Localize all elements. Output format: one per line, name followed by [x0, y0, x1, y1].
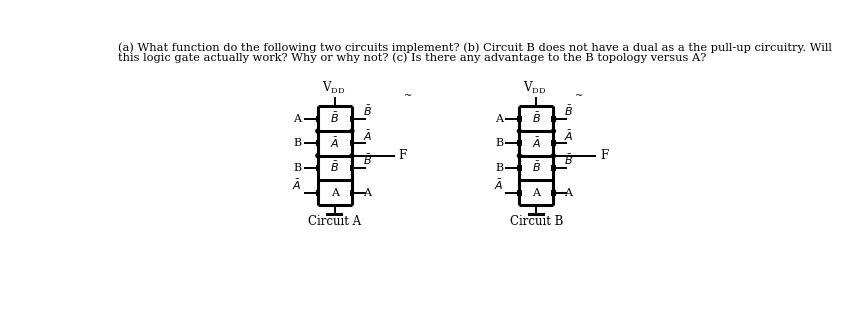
Circle shape	[552, 154, 555, 157]
Text: A: A	[293, 114, 302, 124]
Text: A: A	[363, 188, 371, 198]
Bar	[528, 213, 545, 216]
Text: F: F	[399, 149, 406, 162]
Text: A: A	[331, 188, 339, 198]
Circle shape	[518, 129, 521, 133]
Text: $\bar{B}$: $\bar{B}$	[363, 104, 371, 118]
Text: V$_{\mathregular{DD}}$: V$_{\mathregular{DD}}$	[523, 80, 547, 96]
Text: A: A	[564, 188, 572, 198]
Text: $\bar{B}$: $\bar{B}$	[331, 160, 339, 174]
Bar	[326, 213, 343, 216]
Text: $\bar{B}$: $\bar{B}$	[564, 104, 573, 118]
Text: B: B	[495, 163, 503, 173]
Text: ~: ~	[575, 91, 583, 100]
Text: $\bar{B}$: $\bar{B}$	[331, 111, 339, 125]
Circle shape	[518, 154, 521, 157]
Bar	[315, 165, 320, 171]
Text: A: A	[495, 114, 503, 124]
Circle shape	[350, 154, 354, 157]
Text: ~: ~	[405, 91, 412, 100]
Text: $\bar{B}$: $\bar{B}$	[564, 153, 573, 167]
Bar	[551, 165, 556, 171]
Bar	[315, 190, 320, 196]
Circle shape	[350, 129, 354, 133]
Bar	[517, 116, 522, 122]
Bar	[349, 190, 354, 196]
Bar	[551, 140, 556, 147]
Bar	[349, 116, 354, 122]
Bar	[551, 190, 556, 196]
Circle shape	[552, 129, 555, 133]
Bar	[551, 116, 556, 122]
Text: $\bar{B}$: $\bar{B}$	[363, 153, 371, 167]
Text: A: A	[532, 188, 541, 198]
Bar	[315, 140, 320, 147]
Text: $\bar{B}$: $\bar{B}$	[532, 160, 541, 174]
Bar	[349, 165, 354, 171]
Text: Circuit A: Circuit A	[309, 215, 361, 228]
Bar	[315, 116, 320, 122]
Text: $\bar{A}$: $\bar{A}$	[330, 136, 340, 150]
Text: $\bar{A}$: $\bar{A}$	[363, 128, 372, 143]
Text: V$_{\mathregular{DD}}$: V$_{\mathregular{DD}}$	[321, 80, 345, 96]
Text: $\bar{A}$: $\bar{A}$	[531, 136, 541, 150]
Text: $\bar{A}$: $\bar{A}$	[292, 178, 302, 192]
Circle shape	[316, 154, 320, 157]
Text: this logic gate actually work? Why or why not? (c) Is there any advantage to the: this logic gate actually work? Why or wh…	[118, 52, 706, 63]
Bar	[517, 190, 522, 196]
Text: $\bar{A}$: $\bar{A}$	[564, 128, 574, 143]
Text: B: B	[293, 138, 302, 148]
Bar	[517, 165, 522, 171]
Bar	[517, 140, 522, 147]
Bar	[349, 140, 354, 147]
Text: $\bar{B}$: $\bar{B}$	[532, 111, 541, 125]
Text: (a) What function do the following two circuits implement? (b) Circuit B does no: (a) What function do the following two c…	[118, 43, 832, 53]
Circle shape	[316, 129, 320, 133]
Text: $\bar{A}$: $\bar{A}$	[494, 178, 503, 192]
Text: Circuit B: Circuit B	[510, 215, 563, 228]
Text: B: B	[495, 138, 503, 148]
Text: F: F	[600, 149, 608, 162]
Text: B: B	[293, 163, 302, 173]
